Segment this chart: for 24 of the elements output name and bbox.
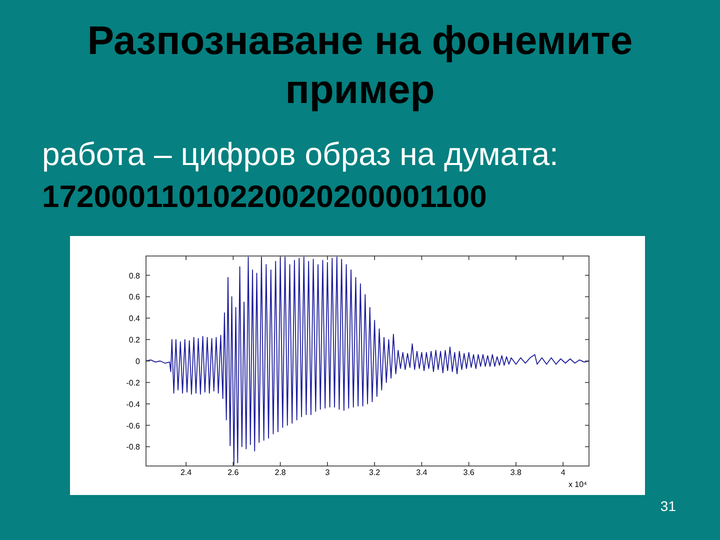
- x-tick-label: 3.6: [463, 468, 475, 477]
- y-tick-label: -0.4: [126, 400, 141, 409]
- y-tick-label: -0.2: [126, 378, 141, 388]
- x-tick-label: 3.2: [369, 468, 381, 477]
- x-tick-label: 4: [560, 468, 566, 477]
- x-tick-label: 3.8: [510, 468, 522, 477]
- y-tick-label: -0.8: [126, 442, 141, 452]
- y-tick-label: -0.6: [126, 421, 141, 430]
- text: x 10⁴: [568, 480, 588, 489]
- x-tick-label: 2.6: [228, 468, 240, 477]
- text: 17200011010220020200001100: [42, 179, 487, 214]
- x-tick-label: 3: [325, 468, 330, 477]
- y-tick-label: 0.6: [128, 292, 141, 302]
- y-tick-label: 0.8: [128, 271, 141, 280]
- x-tick-label: 2.4: [180, 468, 192, 477]
- y-tick-label: 0: [136, 357, 141, 366]
- x-tick-label: 2.8: [274, 468, 286, 477]
- y-tick-label: 0.4: [128, 314, 141, 324]
- y-tick-label: 0.2: [128, 336, 141, 345]
- text: 31: [660, 498, 676, 514]
- chart-title: Разпознаване на фонемите пример: [86, 18, 634, 114]
- line-series: [146, 256, 590, 466]
- x-tick-label: 3.4: [416, 468, 428, 477]
- text: работа – цифров образ на думата:: [42, 136, 558, 172]
